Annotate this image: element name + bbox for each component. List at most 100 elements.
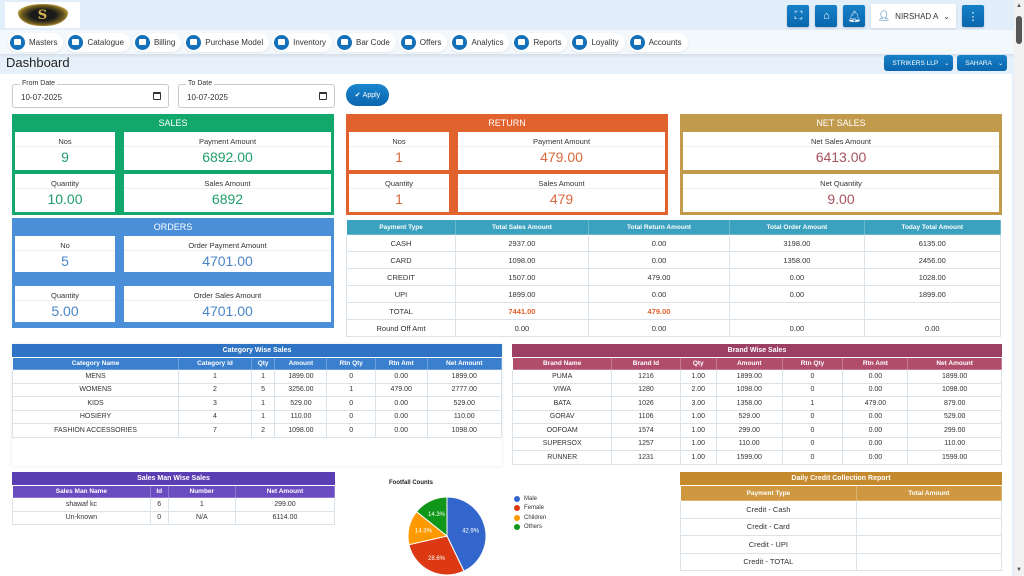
table-cell: 1899.00 [715, 369, 783, 384]
company-select[interactable]: STRIKERS LLP ⌄ [884, 55, 954, 71]
bell-icon: 🔔︎ [847, 10, 862, 23]
fullscreen-button[interactable]: ⛶ [787, 5, 810, 27]
from-date-label: From Date [20, 80, 58, 87]
salesman-row: shawaf kc 6 1 299.00 [12, 497, 336, 512]
page-scrollbar[interactable]: ▲ ▼ [1014, 0, 1024, 576]
nav-item-analytics[interactable]: Analytics [450, 32, 510, 52]
scroll-down-arrow-icon[interactable]: ▼ [1016, 567, 1022, 573]
sales-amount-value: 6892 [211, 191, 244, 207]
column-header[interactable]: Net Amount [907, 357, 1002, 370]
table-cell: Credit - UPI [680, 535, 857, 554]
column-header[interactable]: Rtn Qty [326, 357, 376, 370]
column-header[interactable]: Today Total Amount [863, 219, 1002, 235]
table-cell: Credit - Card [680, 517, 857, 536]
nav-item-inventory[interactable]: Inventory [272, 32, 332, 52]
from-date-input[interactable]: From Date 10-07-2025 [12, 80, 169, 108]
table-cell: CARD [345, 251, 457, 269]
apply-button[interactable]: ✔ Apply [346, 84, 389, 106]
sales-qty-value: 10.00 [47, 191, 83, 207]
column-header[interactable]: Amount [274, 357, 328, 370]
nav-item-catalogue[interactable]: Catalogue [66, 32, 130, 52]
nav-item-offers[interactable]: Offers [398, 32, 448, 52]
category-sales-title: Category Wise Sales [12, 344, 502, 357]
logo[interactable]: S [5, 2, 80, 28]
accounts-icon [629, 34, 645, 50]
notifications-button[interactable]: 🔔︎ [843, 5, 866, 27]
page-title: Dashboard [6, 55, 70, 70]
pie-slice-male[interactable] [446, 496, 487, 572]
column-header[interactable]: Brand Name [511, 357, 613, 370]
column-header[interactable]: Total Order Amount [729, 219, 865, 235]
payment-row: CASH 2937.00 0.00 3198.00 6135.00 [345, 234, 1002, 252]
table-cell: 1507.00 [455, 268, 589, 286]
column-header[interactable]: Payment Type [680, 485, 857, 501]
column-header[interactable]: Category Name [11, 357, 180, 370]
table-cell: 0 [781, 423, 844, 438]
nav-item-purchase-model[interactable]: Purchase Model [184, 32, 270, 52]
nav-item-billing[interactable]: Billing [132, 32, 182, 52]
pie-slice-female[interactable] [408, 535, 465, 576]
sales-payment-card: Payment Amount 6892.00 [124, 132, 331, 170]
table-cell: 3198.00 [729, 234, 865, 252]
catalogue-icon [68, 34, 84, 50]
chevron-down-icon: ⌄ [997, 60, 1003, 67]
loyality-icon [572, 34, 588, 50]
column-header[interactable]: Rtn Amt [842, 357, 909, 370]
table-cell: OOFOAM [511, 423, 613, 438]
return-payment-value: 479.00 [540, 149, 583, 165]
sales-nos-value: 9 [61, 149, 69, 165]
column-header[interactable]: Payment Type [345, 219, 457, 235]
column-header[interactable]: Amount [715, 357, 783, 370]
scroll-up-arrow-icon[interactable]: ▲ [1016, 3, 1022, 9]
nav-item-masters[interactable]: Masters [8, 32, 64, 52]
column-header[interactable]: Total Sales Amount [455, 219, 589, 235]
column-header[interactable]: Qty [250, 357, 276, 370]
home-button[interactable]: ⌂ [815, 5, 838, 27]
net-sales-amount-card: Net Sales Amount 6413.00 [683, 132, 999, 170]
column-header[interactable]: Total Return Amount [587, 219, 731, 235]
more-button[interactable]: ⋮ [962, 5, 984, 27]
column-header[interactable]: Id [149, 485, 169, 498]
calendar-icon[interactable] [319, 92, 327, 100]
table-cell [855, 535, 1003, 554]
column-header[interactable]: Qty [679, 357, 717, 370]
user-menu[interactable]: 👤︎ NIRSHAD A ⌄ [871, 4, 956, 28]
table-cell: Un-known [12, 510, 151, 525]
column-header[interactable]: Total Amount [855, 485, 1003, 501]
pie-slice-others[interactable] [415, 496, 448, 538]
branch-select[interactable]: SAHARA ⌄ [957, 55, 1007, 71]
calendar-icon[interactable] [153, 92, 161, 100]
column-header[interactable]: Rtn Qty [781, 357, 844, 370]
column-header[interactable]: Net Amount [426, 357, 503, 370]
legend-item[interactable]: Female [514, 504, 546, 514]
table-cell: 1098.00 [426, 423, 503, 438]
table-cell [855, 500, 1003, 519]
legend-item[interactable]: Children [514, 513, 546, 523]
user-name: NIRSHAD A [895, 11, 939, 21]
scroll-thumb[interactable] [1016, 16, 1022, 44]
column-header[interactable]: Number [167, 485, 236, 498]
column-header[interactable]: Rtn Amt [374, 357, 428, 370]
table-cell: 299.00 [907, 423, 1002, 438]
table-cell: 0.00 [374, 396, 428, 411]
nav-item-label: Billing [153, 37, 176, 47]
column-header[interactable]: Category Id [178, 357, 252, 370]
to-date-input[interactable]: To Date 10-07-2025 [178, 80, 335, 108]
column-header[interactable]: Net Amount [234, 485, 336, 498]
legend-item[interactable]: Others [514, 523, 546, 533]
dashboard-content: From Date 10-07-2025 To Date 10-07-2025 … [0, 74, 1012, 576]
brand-row: OOFOAM 1574 1.00 299.00 0 0.00 299.00 [511, 423, 1002, 438]
column-header[interactable]: Brand Id [611, 357, 681, 370]
table-cell: BATA [511, 396, 613, 411]
table-cell: 1.00 [679, 436, 717, 451]
sales-amount-label: Sales Amount [124, 174, 331, 189]
nav-item-accounts[interactable]: Accounts [627, 32, 688, 52]
nav-item-reports[interactable]: Reports [512, 32, 568, 52]
nav-item-bar-code[interactable]: Bar Code [335, 32, 396, 52]
table-cell: 0.00 [729, 268, 865, 286]
return-qty-card: Quantity 1 [349, 174, 449, 212]
nav-item-loyality[interactable]: Loyality [570, 32, 625, 52]
legend-item[interactable]: Male [514, 494, 546, 504]
column-header[interactable]: Sales Man Name [12, 485, 151, 498]
table-cell: 1 [250, 369, 276, 384]
